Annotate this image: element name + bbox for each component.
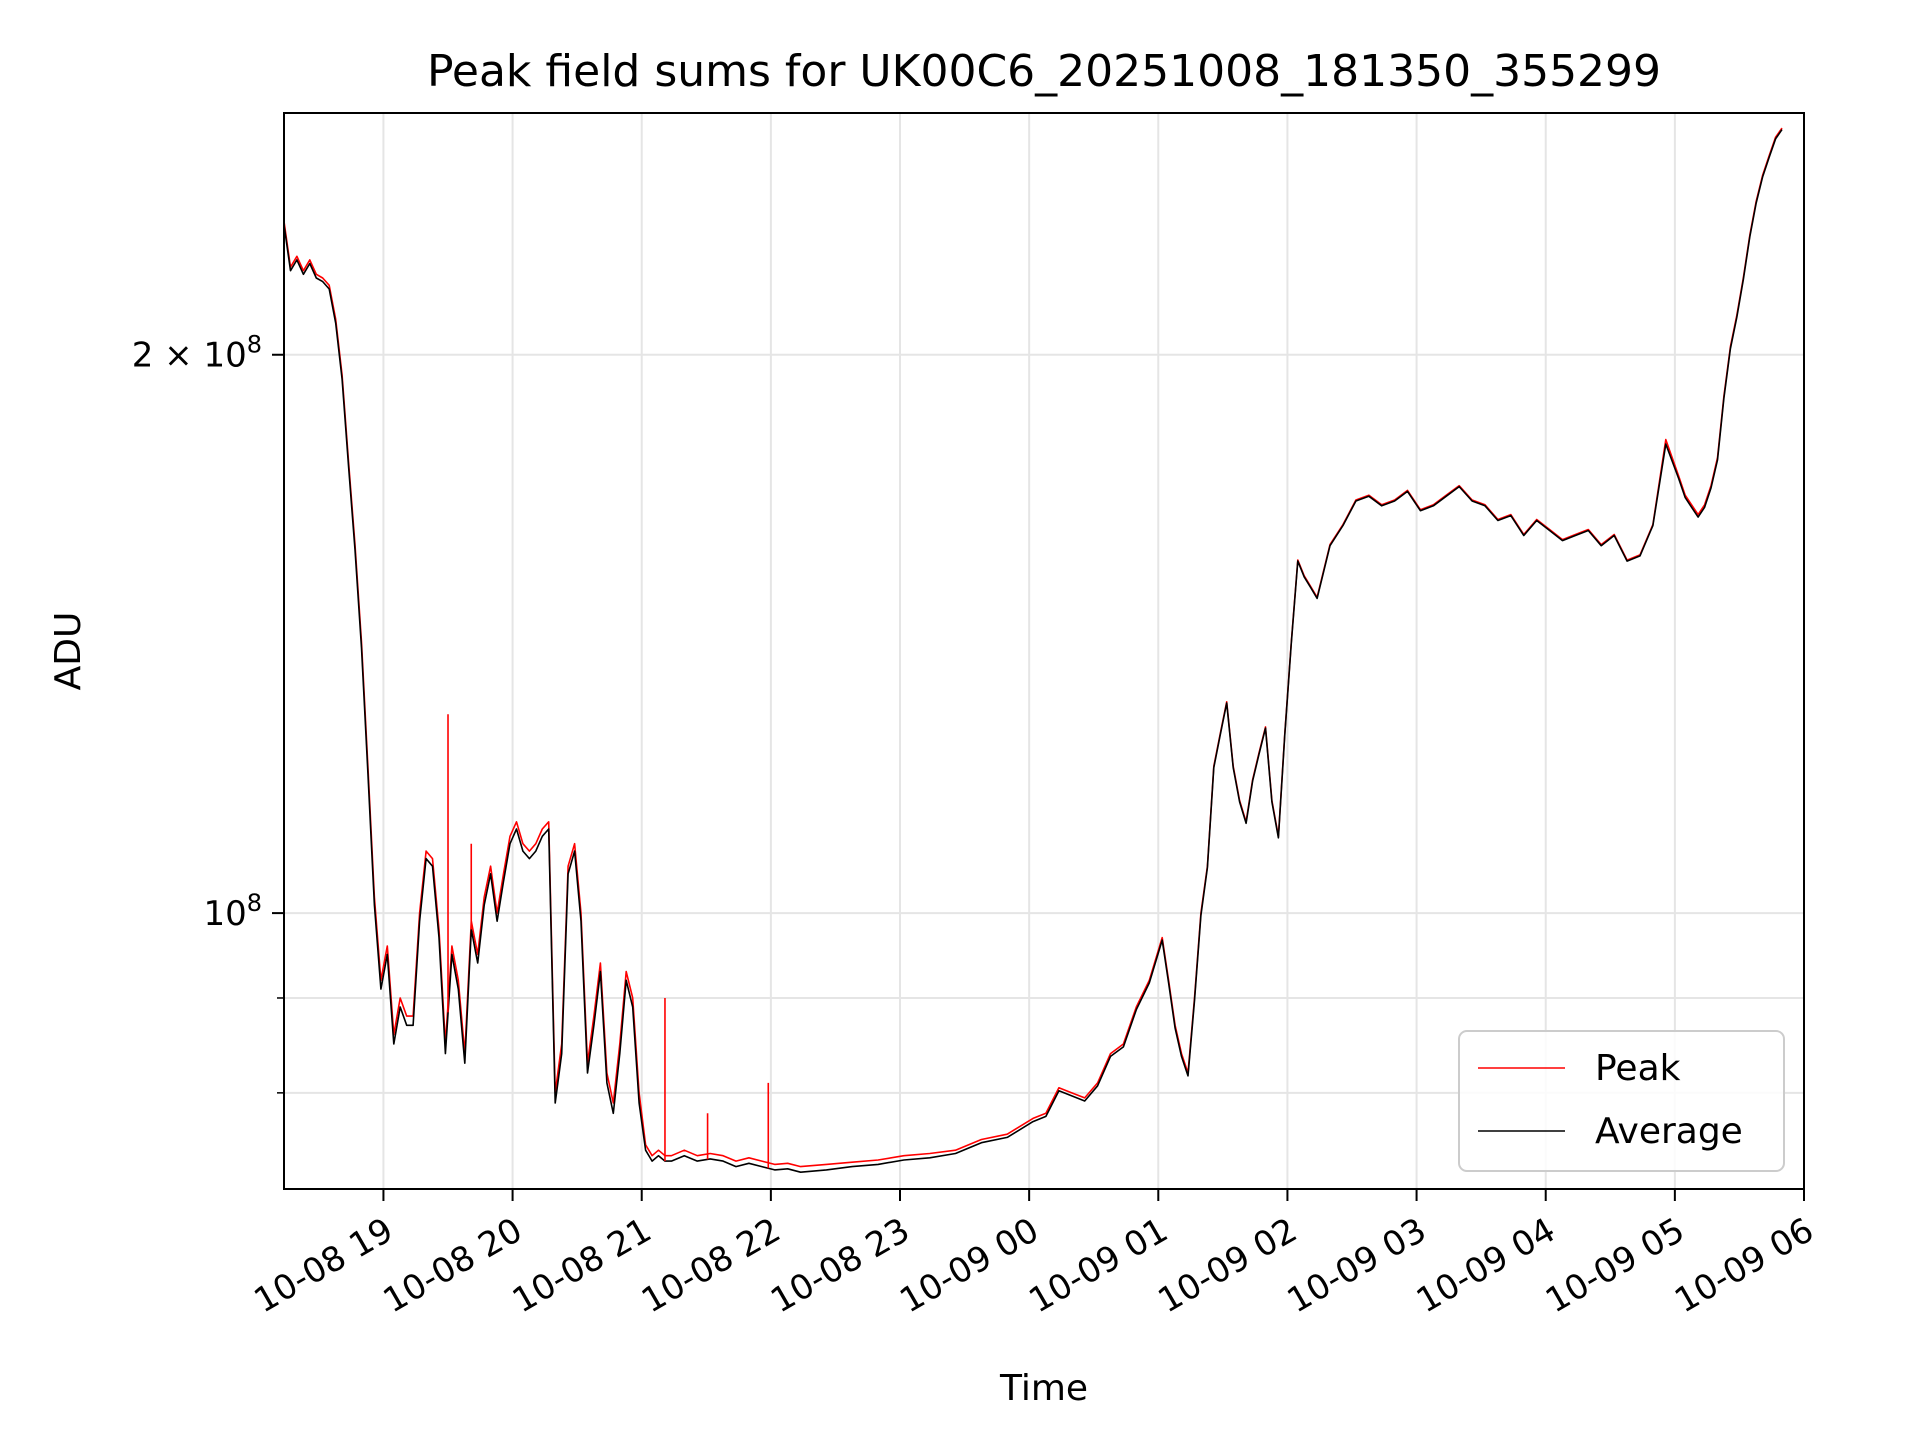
y-tick-label: 2 × 108 — [132, 331, 262, 376]
x-axis-label: Time — [999, 1368, 1088, 1409]
x-tick-label: 10-09 01 — [1022, 1210, 1174, 1321]
y-tick-label: 108 — [203, 889, 262, 934]
legend-average-label: Average — [1595, 1111, 1743, 1152]
x-tick-label: 10-08 22 — [635, 1210, 787, 1321]
grid — [284, 113, 1805, 1189]
x-tick-label: 10-09 04 — [1410, 1210, 1562, 1321]
x-tick-label: 10-09 05 — [1539, 1210, 1691, 1321]
average-series-line — [283, 129, 1783, 1173]
x-tick-label: 10-08 20 — [377, 1210, 529, 1321]
peak-series-line — [283, 127, 1783, 1168]
x-tick-label: 10-08 21 — [506, 1210, 658, 1321]
legend-frame — [1458, 1030, 1785, 1172]
legend-peak-label: Peak — [1595, 1048, 1681, 1089]
chart-title: Peak field sums for UK00C6_20251008_1813… — [427, 46, 1661, 97]
y-axis-label: ADU — [48, 612, 89, 691]
x-tick-label: 10-08 19 — [248, 1210, 400, 1321]
plot-frame — [283, 112, 1805, 1190]
series-layer — [283, 127, 1783, 1173]
x-tick-label: 10-09 03 — [1281, 1210, 1433, 1321]
x-tick-label: 10-09 00 — [893, 1210, 1045, 1321]
y-axis: 108 2 × 108 — [132, 331, 284, 1094]
x-tick-label: 10-09 02 — [1152, 1210, 1304, 1321]
x-tick-label: 10-09 06 — [1668, 1210, 1820, 1321]
x-tick-label: 10-08 23 — [764, 1210, 916, 1321]
legend: Peak Average — [1458, 1030, 1785, 1172]
